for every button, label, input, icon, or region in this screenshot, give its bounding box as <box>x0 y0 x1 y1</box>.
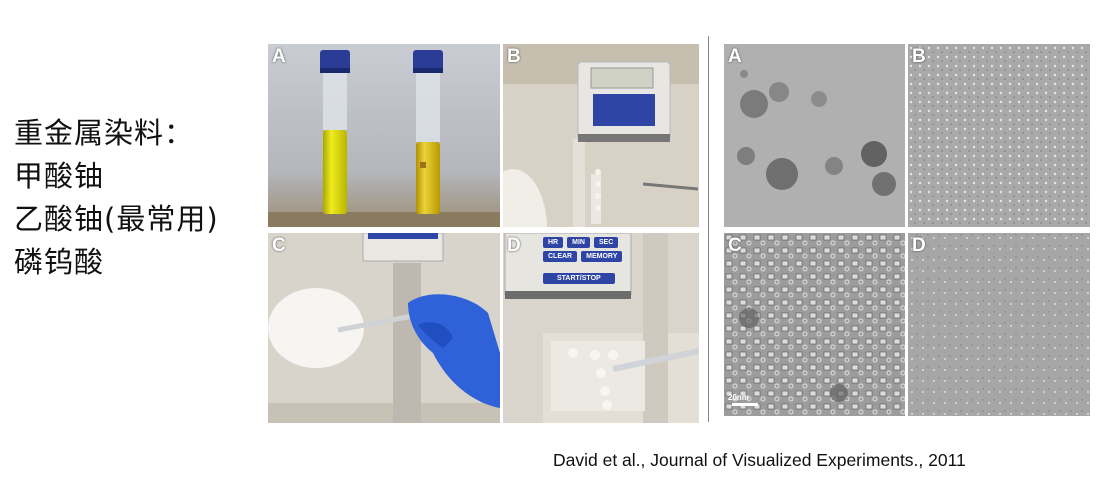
photo-panel-a: A <box>268 44 500 227</box>
tubes-photo <box>268 44 500 227</box>
stain-list: 重金属染料： 甲酸铀 乙酸铀(最常用) 磷钨酸 <box>14 112 219 284</box>
start-stop-key: START/STOP <box>543 273 615 284</box>
stain-item-uranyl-formate: 甲酸铀 <box>14 159 105 193</box>
em-panel-a: A <box>724 44 905 227</box>
scale-bar-label: 20nm <box>728 393 749 402</box>
figure-divider <box>708 36 709 422</box>
memory-key: MEMORY <box>581 251 623 262</box>
panel-label: B <box>912 46 926 67</box>
panel-label: A <box>728 46 742 67</box>
em-image-aggregates <box>724 44 905 227</box>
yellow-solution-tube <box>323 130 347 214</box>
panel-label: A <box>272 46 286 67</box>
photo-panel-d: HR MIN SEC CLEAR MEMORY START/STOP D <box>503 233 699 423</box>
pipetting-photo <box>268 233 500 423</box>
em-image-proteasome-particles <box>724 233 905 416</box>
em-panel-d: D <box>908 233 1090 416</box>
panel-label: D <box>912 235 926 256</box>
em-image-sparse-particles <box>908 233 1090 416</box>
stain-heading: 重金属染料： <box>14 116 195 150</box>
citation: David et al., Journal of Visualized Expe… <box>553 450 966 470</box>
photo-panel-b: B <box>503 44 699 227</box>
stain-item-uranyl-acetate: 乙酸铀(最常用) <box>14 202 219 236</box>
panel-label: C <box>272 235 286 256</box>
tube-cap <box>320 50 350 72</box>
filter-paper <box>268 288 364 368</box>
em-image-fine-particles <box>908 44 1090 227</box>
panel-label: D <box>507 235 521 256</box>
droplets-photo <box>503 233 699 423</box>
panel-label: B <box>507 46 521 67</box>
keypad-row-3: START/STOP <box>543 265 615 284</box>
min-key: MIN <box>567 237 590 248</box>
balance-photo <box>503 44 699 227</box>
sec-key: SEC <box>593 237 619 248</box>
em-panel-b: B <box>908 44 1090 227</box>
photo-panel-c: C <box>268 233 500 423</box>
hr-key: HR <box>543 237 564 248</box>
em-panel-c: C 20nm <box>724 233 905 416</box>
clear-key: CLEAR <box>543 251 578 262</box>
orange-solution-tube <box>416 142 440 214</box>
panel-label: C <box>728 235 742 256</box>
stain-item-phosphotungstic-acid: 磷钨酸 <box>14 245 105 279</box>
scale-bar <box>732 403 758 406</box>
keypad-row-1: HR MIN SEC <box>543 237 619 248</box>
keypad-row-2: CLEAR MEMORY <box>543 251 623 262</box>
